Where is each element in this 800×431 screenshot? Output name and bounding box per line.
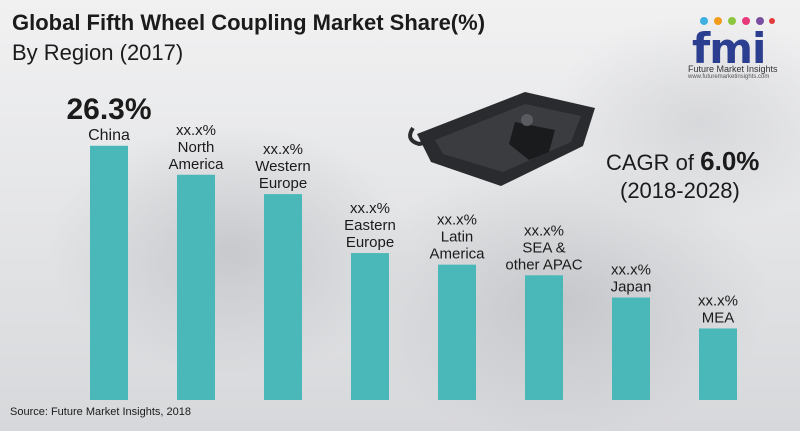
category-label: Latin [441, 229, 474, 246]
category-label: Europe [259, 175, 307, 192]
value-label: 26.3% [66, 93, 151, 126]
category-label: China [88, 127, 130, 144]
category-label: Japan [611, 279, 652, 296]
cagr-value: 6.0% [700, 146, 760, 176]
value-label: xx.x% [698, 292, 738, 309]
logo-dots-icon [700, 17, 775, 25]
cagr-label: CAGR of 6.0% [606, 146, 759, 177]
logo-mark: fmi [692, 24, 766, 73]
chart-title: Global Fifth Wheel Coupling Market Share… [12, 10, 486, 35]
bar-eastern-europe [351, 253, 389, 400]
value-label: xx.x% [524, 222, 564, 239]
chart-subtitle: By Region (2017) [12, 40, 184, 65]
value-label: xx.x% [263, 141, 303, 158]
category-label: Europe [346, 234, 394, 251]
logo-url: www.futuremarketinsights.com [688, 74, 770, 80]
value-label: xx.x% [176, 122, 216, 139]
bar-north-america [177, 174, 215, 400]
category-label: MEA [702, 309, 735, 326]
bar-china [90, 145, 128, 400]
cagr-prefix: CAGR of [606, 150, 701, 175]
bar-japan [612, 297, 650, 400]
category-label: North [178, 139, 215, 156]
category-label: Eastern [344, 217, 396, 234]
bar-sea-other-apac [525, 275, 563, 400]
value-label: xx.x% [437, 212, 477, 229]
bar-latin-america [438, 264, 476, 400]
cagr-period: (2018-2028) [620, 178, 740, 203]
category-label: SEA & [522, 239, 565, 256]
category-label: other APAC [505, 256, 582, 273]
category-label: America [168, 156, 224, 173]
fifth-wheel-coupling-icon [408, 92, 595, 186]
fmi-logo: fmi Future Market Insights www.futuremar… [686, 14, 786, 80]
value-label: xx.x% [350, 200, 390, 217]
logo-name: Future Market Insights [688, 64, 778, 74]
category-label: Western [255, 158, 311, 175]
category-label: America [429, 246, 485, 263]
bar-western-europe [264, 194, 302, 400]
source-note: Source: Future Market Insights, 2018 [10, 406, 191, 418]
value-label: xx.x% [611, 262, 651, 279]
bar-mea [699, 328, 737, 400]
